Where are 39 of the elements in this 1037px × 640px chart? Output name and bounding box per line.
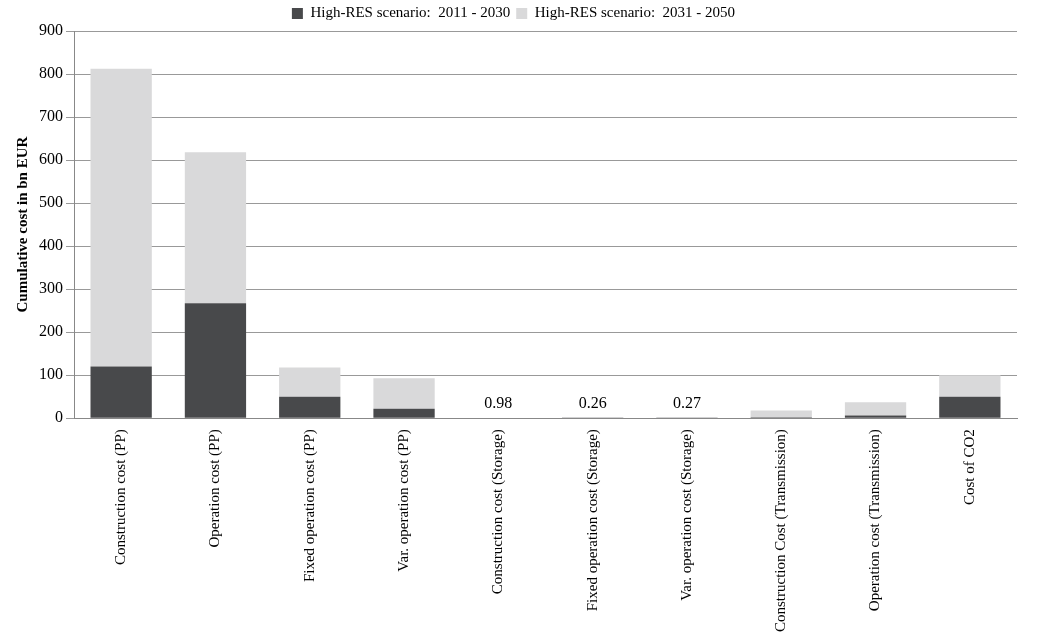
x-tick-label: Construction cost (PP): [112, 429, 130, 566]
y-tick-label: 800: [39, 64, 63, 82]
x-tick-label: Var. operation cost (Storage): [677, 429, 695, 601]
bar: [373, 378, 435, 409]
y-tick-label: 500: [39, 193, 63, 211]
y-tick-label: 100: [39, 365, 63, 383]
y-tick-label: 0: [55, 408, 63, 426]
x-tick-label: Operation cost (Transmission): [866, 429, 884, 612]
bar: [844, 415, 907, 418]
x-tick-label: Fixed operation cost (Storage): [583, 429, 601, 612]
bar: [939, 396, 1001, 418]
bar: [939, 375, 1001, 397]
bar: [90, 366, 152, 418]
y-tick-label: 600: [39, 150, 63, 168]
y-tick-label: 400: [39, 236, 63, 254]
y-tick-label: 300: [39, 279, 63, 297]
legend-label: High-RES scenario: 2031 - 2050: [534, 4, 736, 21]
y-axis-title: Cumulative cost in bn EUR: [13, 136, 30, 313]
total-label: 0.98: [484, 393, 513, 411]
y-tick-label: 700: [39, 107, 63, 125]
x-tick-label: Fixed operation cost (PP): [300, 429, 318, 583]
bar: [844, 402, 907, 416]
y-tick-label: 900: [39, 21, 63, 39]
x-tick-label: Construction Cost (Transmission): [772, 429, 790, 633]
total-label: 0.26: [578, 394, 607, 412]
bar: [184, 303, 247, 418]
bar: [279, 367, 341, 397]
bar: [279, 396, 341, 418]
x-tick-label: Var. operation cost (PP): [394, 429, 412, 572]
bar: [373, 408, 435, 418]
x-tick-label: Construction cost (Storage): [489, 429, 507, 595]
x-tick-label: Operation cost (PP): [206, 429, 224, 548]
bar: [90, 68, 152, 367]
x-tick-label: Cost of CO2: [960, 429, 977, 506]
y-tick-label: 200: [39, 322, 63, 340]
total-label: 0.27: [672, 394, 701, 412]
legend-label: High-RES scenario: 2011 - 2030: [310, 4, 511, 21]
bar: [750, 410, 812, 418]
bar: [184, 152, 247, 304]
